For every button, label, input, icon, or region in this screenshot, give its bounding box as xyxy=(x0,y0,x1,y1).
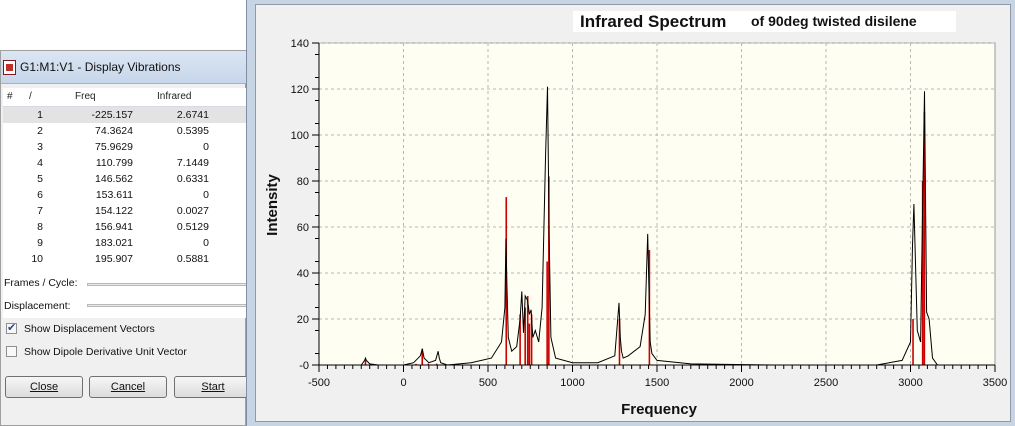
title-bar[interactable]: G1:M1:V1 - Display Vibrations xyxy=(1,51,247,84)
table-row[interactable]: 9 183.021 0 xyxy=(3,235,247,251)
frequency-cell: -225.157 xyxy=(91,109,133,121)
close-button[interactable]: Close xyxy=(5,376,83,398)
row-number-cell: 4 xyxy=(37,157,43,169)
row-number-cell: 9 xyxy=(37,237,43,249)
column-header-infrared[interactable]: Infrared xyxy=(157,91,192,102)
y-tick-label: 40 xyxy=(297,268,309,280)
row-number-cell: 8 xyxy=(37,221,43,233)
table-row[interactable]: 4 110.799 7.1449 xyxy=(3,155,247,171)
frames-per-cycle-slider[interactable] xyxy=(87,283,247,286)
infrared-cell: 0 xyxy=(203,189,209,201)
show-displacement-vectors-label: Show Displacement Vectors xyxy=(24,323,155,335)
y-tick-label: 20 xyxy=(297,314,309,326)
chart-subtitle: of 90deg twisted disilene xyxy=(751,13,917,29)
vibrations-table[interactable]: # / Freq Infrared 1 -225.157 2.6741 2 74.362… xyxy=(3,88,247,318)
infrared-cell: 0.5881 xyxy=(176,253,209,265)
frequency-cell: 156.941 xyxy=(95,221,133,233)
row-number-cell: 10 xyxy=(31,253,43,265)
stick-series xyxy=(364,112,926,365)
title-box xyxy=(573,11,956,32)
frequency-cell: 153.611 xyxy=(95,189,133,201)
x-tick-label: 1500 xyxy=(645,377,669,389)
show-dipole-derivative-label: Show Dipole Derivative Unit Vector xyxy=(24,346,187,358)
infrared-cell: 7.1449 xyxy=(176,157,209,169)
table-row[interactable]: 8 156.941 0.5129 xyxy=(3,219,247,235)
row-number-cell: 6 xyxy=(37,189,43,201)
x-tick-label: 500 xyxy=(479,377,497,389)
displacement-slider[interactable] xyxy=(87,304,247,307)
y-axis-label: Intensity xyxy=(264,174,281,236)
table-row[interactable]: 7 154.122 0.0027 xyxy=(3,203,247,219)
checkbox-unchecked-icon[interactable] xyxy=(6,346,17,357)
frequency-cell: 110.799 xyxy=(95,157,133,169)
table-row[interactable]: 1 -225.157 2.6741 xyxy=(3,107,247,123)
spectrum-curve xyxy=(360,86,938,366)
x-tick-label: 1000 xyxy=(560,377,584,389)
frequency-cell: 74.3624 xyxy=(95,125,133,137)
checkbox-checked-icon[interactable] xyxy=(6,321,17,334)
grid-lines xyxy=(319,42,995,365)
infrared-cell: 0.5395 xyxy=(176,125,209,137)
frequency-cell: 195.907 xyxy=(95,253,133,265)
table-row[interactable]: 10 195.907 0.5881 xyxy=(3,251,247,267)
frames-per-cycle-label: Frames / Cycle: xyxy=(4,277,78,289)
x-axis-label: Frequency xyxy=(621,401,698,418)
display-vibrations-window: G1:M1:V1 - Display Vibrations # / Freq I… xyxy=(0,50,252,426)
y-tick-label: 100 xyxy=(291,130,309,142)
plot-area xyxy=(318,42,996,366)
ir-spectrum-chart[interactable]: -500 0 500 1000 1500 2000 2500 3000 3500 -0 20 40 60… xyxy=(256,5,1012,423)
table-row[interactable]: 3 75.9629 0 xyxy=(3,139,247,155)
frequency-cell: 154.122 xyxy=(95,205,133,217)
y-tick-label: 80 xyxy=(297,176,309,188)
window-title: G1:M1:V1 - Display Vibrations xyxy=(20,60,181,74)
row-number-cell: 5 xyxy=(37,173,43,185)
column-header-freq[interactable]: Freq xyxy=(75,91,96,102)
infrared-cell: 0.5129 xyxy=(176,221,209,233)
x-tick-label: 0 xyxy=(400,377,406,389)
infrared-cell: 0 xyxy=(203,237,209,249)
cancel-button[interactable]: Cancel xyxy=(89,376,167,398)
row-number-cell: 2 xyxy=(37,125,43,137)
start-button[interactable]: Start xyxy=(174,376,252,398)
table-header: # / Freq Infrared xyxy=(3,88,247,107)
y-tick-label: -0 xyxy=(299,360,309,372)
x-tick-label: 2500 xyxy=(814,377,838,389)
displacement-label: Displacement: xyxy=(4,300,71,312)
frequency-cell: 183.021 xyxy=(95,237,133,249)
chart-title: Infrared Spectrum xyxy=(580,12,726,31)
infrared-cell: 2.6741 xyxy=(176,109,209,121)
column-header-number[interactable]: # xyxy=(7,91,13,102)
table-row[interactable]: 2 74.3624 0.5395 xyxy=(3,123,247,139)
infrared-cell: 0 xyxy=(203,141,209,153)
spectrum-window: -500 0 500 1000 1500 2000 2500 3000 3500 -0 20 40 60… xyxy=(255,4,1011,422)
x-tick-label: 2000 xyxy=(729,377,753,389)
row-number-cell: 7 xyxy=(37,205,43,217)
infrared-cell: 0.0027 xyxy=(176,205,209,217)
row-number-cell: 3 xyxy=(37,141,43,153)
y-tick-label: 140 xyxy=(291,38,309,50)
frequency-cell: 75.9629 xyxy=(95,141,133,153)
sort-indicator-icon: / xyxy=(29,91,32,102)
x-tick-label: -500 xyxy=(308,377,330,389)
frequency-cell: 146.562 xyxy=(95,173,133,185)
y-tick-label: 60 xyxy=(297,222,309,234)
tick-labels: -500 0 500 1000 1500 2000 2500 3000 3500 -0 20 40 60… xyxy=(291,38,1008,389)
x-tick-label: 3500 xyxy=(983,377,1007,389)
x-tick-label: 3000 xyxy=(898,377,922,389)
y-tick-label: 120 xyxy=(291,84,309,96)
axis-ticks xyxy=(312,42,996,372)
infrared-cell: 0.6331 xyxy=(176,173,209,185)
gaussview-app-icon xyxy=(3,60,16,75)
table-row[interactable]: 6 153.611 0 xyxy=(3,187,247,203)
table-row[interactable]: 5 146.562 0.6331 xyxy=(3,171,247,187)
row-number-cell: 1 xyxy=(37,109,43,121)
